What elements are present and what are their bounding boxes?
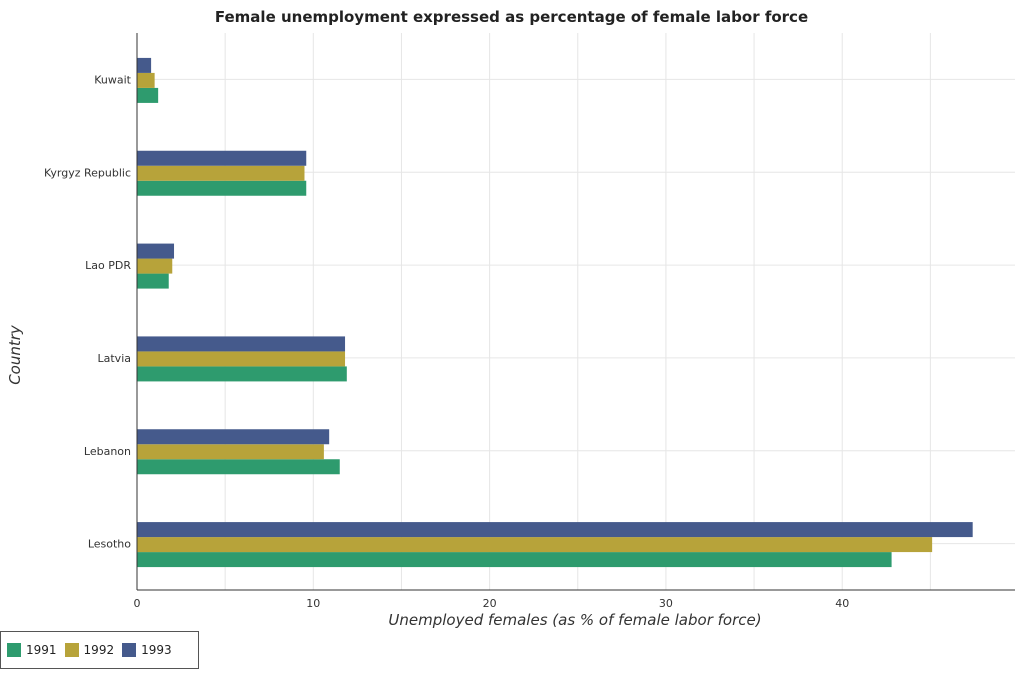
legend-label: 1993 [141, 643, 172, 657]
bar-1992-kuwait [137, 72, 155, 88]
bar-1993-kyrgyz-republic [137, 150, 307, 166]
legend: 1991 1992 1993 [0, 631, 199, 669]
bar-1991-kyrgyz-republic [137, 180, 307, 196]
bar-1992-lao-pdr [137, 258, 173, 274]
axes: 0 10 20 30 40 Kuwait Kyrgyz Republic Lao PDR Lat… [44, 33, 1015, 610]
legend-item-1992: 1992 [64, 643, 115, 657]
y-tick-label: Lebanon [84, 445, 131, 458]
bar-1992-lesotho [137, 537, 933, 553]
legend-label: 1992 [83, 643, 115, 657]
x-tick-label: 30 [659, 597, 673, 610]
bar-1993-kuwait [137, 57, 152, 73]
bar-1993-lao-pdr [137, 243, 175, 259]
chart-title: Female unemployment expressed as percent… [214, 8, 809, 26]
y-tick-label: Lesotho [88, 538, 131, 551]
grid [136, 33, 1015, 590]
bar-1991-lesotho [137, 552, 892, 568]
y-tick-label: Lao PDR [85, 259, 131, 272]
y-axis-label: Country [6, 324, 24, 385]
bar-1993-lesotho [137, 522, 973, 538]
bar-1993-lebanon [137, 429, 330, 445]
bar-1992-kyrgyz-republic [137, 165, 305, 181]
y-tick-label: Kuwait [94, 73, 131, 86]
y-tick-label: Latvia [98, 352, 132, 365]
legend-item-1993: 1993 [122, 643, 172, 657]
bar-1991-latvia [137, 366, 347, 382]
legend-swatch [122, 643, 137, 657]
bar-1992-lebanon [137, 444, 324, 460]
legend-label: 1991 [26, 643, 57, 657]
legend-item-1991: 1991 [7, 643, 57, 657]
bar-1991-kuwait [137, 87, 159, 103]
bars [137, 57, 973, 568]
bar-1993-latvia [137, 336, 346, 352]
x-tick-label: 40 [835, 597, 849, 610]
legend-swatch [64, 643, 79, 657]
x-axis-label: Unemployed females (as % of female labor… [388, 611, 761, 629]
x-tick-label: 20 [483, 597, 497, 610]
y-tick-label: Kyrgyz Republic [44, 166, 131, 179]
legend-swatch [7, 643, 21, 657]
bar-1992-latvia [137, 351, 346, 367]
x-tick-label: 10 [306, 597, 320, 610]
x-tick-label: 0 [134, 597, 141, 610]
bar-1991-lebanon [137, 459, 340, 475]
bar-1991-lao-pdr [137, 273, 169, 289]
